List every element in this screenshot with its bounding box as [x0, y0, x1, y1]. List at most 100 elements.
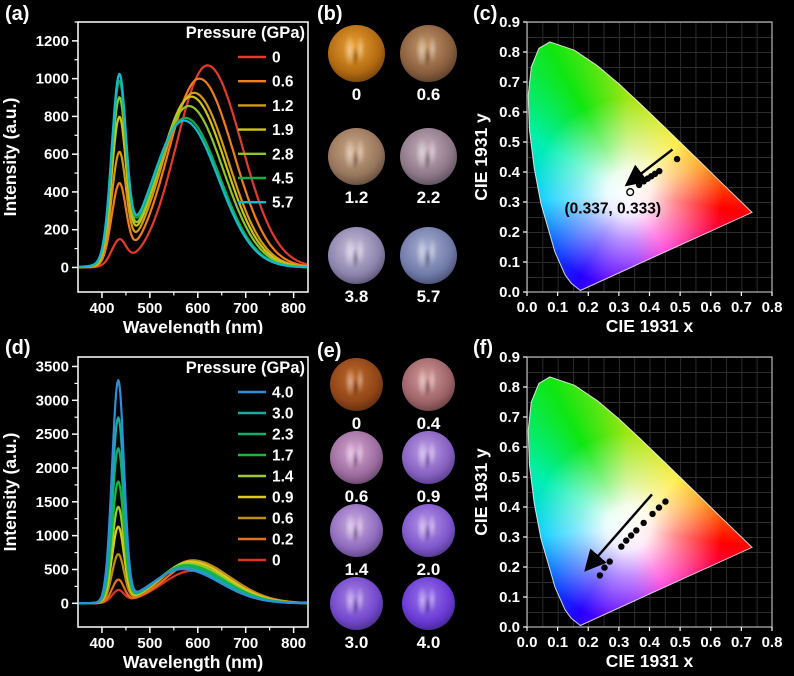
y-tick-label: 0.3	[499, 194, 520, 211]
series-curves	[78, 379, 308, 605]
legend-entry-label: 4.5	[272, 171, 294, 188]
x-tick-label: 0.4	[639, 634, 661, 651]
y-tick-label: 0.4	[499, 499, 521, 516]
data-point	[662, 498, 669, 505]
sample-photo	[328, 128, 385, 185]
y-tick-label: 0.9	[499, 14, 520, 31]
x-tick-label: 500	[137, 635, 162, 652]
y-tick-label: 0.0	[499, 619, 520, 636]
sample-photo-label: 0.9	[416, 487, 441, 506]
panel-label-e: (e)	[317, 340, 342, 362]
y-tick-label: 0.1	[499, 254, 520, 271]
spectrum-curve-1.2	[78, 91, 308, 269]
y-tick-label: 1000	[36, 528, 69, 545]
data-point	[627, 532, 635, 539]
y-axis-title: CIE 1931 y	[471, 113, 491, 201]
y-tick-label: 0.2	[499, 224, 520, 241]
y-tick-label: 1500	[36, 494, 69, 511]
sample-photo-label: 2.0	[416, 560, 441, 579]
y-tick-label: 0.5	[499, 134, 520, 151]
x-tick-label: 0.4	[639, 299, 661, 316]
y-tick-label: 0	[61, 595, 69, 612]
spectrum-curve-1.9	[78, 95, 308, 269]
sample-photo-label: 1.2	[344, 188, 369, 207]
sample-photo	[402, 431, 455, 484]
sample-photo-label: 5.7	[416, 287, 441, 306]
sample-photo-label: 3.8	[344, 287, 369, 306]
data-point	[635, 181, 643, 189]
x-tick-label: 400	[89, 635, 114, 652]
y-tick-label: 0.6	[499, 439, 520, 456]
trend-arrow	[584, 493, 653, 572]
y-tick-label: 0.7	[499, 409, 520, 426]
y-tick-label: 200	[44, 222, 69, 239]
sample-photo	[402, 504, 455, 557]
sample-photo	[330, 504, 383, 557]
x-tick-label: 0.7	[731, 299, 752, 316]
axes: 0.0 0.1 0.2 0.3 0.4 0.5 0.6 0.7 0.8 0.0 0.1 0.2 0.3 0…	[471, 349, 782, 671]
sample-photo-label: 0	[351, 85, 362, 104]
data-point	[601, 564, 608, 571]
y-tick-label: 0.0	[499, 284, 520, 301]
data-point	[618, 543, 625, 550]
y-tick-label: 0.9	[499, 349, 520, 366]
spectrum-curve-0.6	[78, 77, 308, 269]
y-tick-label: 1200	[36, 33, 69, 50]
x-tick-label: 500	[137, 300, 162, 317]
sample-photo	[402, 358, 455, 411]
legend-entry-label: 2.8	[272, 146, 294, 163]
gamut-outline	[527, 376, 753, 627]
x-tick-label: 0.3	[608, 634, 629, 651]
legend-entry-label: 0.9	[272, 490, 294, 507]
y-tick-label: 800	[44, 108, 69, 125]
panel-label-c: (c)	[473, 3, 498, 25]
data-overlay: (0.337, 0.333)	[564, 148, 681, 217]
sample-photo-label: 3.0	[344, 633, 369, 652]
y-tick-label: 3500	[36, 358, 69, 375]
x-tick-label: 600	[185, 635, 210, 652]
spectrum-curve-2.8	[78, 96, 308, 269]
plot-border	[77, 356, 309, 628]
panel-c-cie-overlay: 0.0 0.1 0.2 0.3 0.4 0.5 0.6 0.7 0.8 0.0 0.1 0.2 0.3 0…	[471, 14, 782, 334]
y-axis-title: CIE 1931 y	[471, 448, 491, 536]
data-point	[606, 558, 613, 565]
y-tick-label: 400	[44, 184, 69, 201]
axes: 0.0 0.1 0.2 0.3 0.4 0.5 0.6 0.7 0.8 0.0 0.1 0.2 0.3 0…	[471, 14, 782, 334]
panel-a-spectra-chart: 400 500 600 700 800 0 200 400 600 800 1000 1200 Wave…	[0, 21, 309, 334]
legend: Pressure (GPa) 0 0.6 1.2 1.9 2.8 4.5 5.7	[186, 24, 305, 212]
y-tick-label: 0.5	[499, 469, 520, 486]
data-point	[655, 504, 663, 511]
y-tick-label: 600	[44, 146, 69, 163]
y-tick-label: 0.3	[499, 529, 520, 546]
x-tick-label: 0.0	[517, 299, 538, 316]
gamut-outline	[527, 41, 753, 292]
y-tick-label: 0	[61, 259, 69, 276]
x-tick-label: 0.0	[517, 634, 538, 651]
x-axis-title: Wavelength (nm)	[123, 317, 263, 334]
sample-photo	[400, 25, 457, 82]
data-point	[623, 537, 630, 544]
sample-photo	[328, 25, 385, 82]
y-tick-label: 1000	[36, 71, 69, 88]
x-tick-label: 400	[89, 300, 114, 317]
sample-photo	[330, 358, 383, 411]
y-tick-label: 2500	[36, 426, 69, 443]
y-tick-label: 0.7	[499, 74, 520, 91]
sample-photo-label: 1.4	[344, 560, 369, 579]
panel-label-f: (f)	[473, 337, 493, 359]
y-tick-label: 0.8	[499, 44, 520, 61]
x-tick-label: 0.3	[608, 299, 629, 316]
plot-border	[526, 356, 773, 628]
legend-entry-label: 5.7	[272, 195, 294, 212]
y-axis-title: Intensity (a.u.)	[0, 433, 20, 552]
legend-entry-label: 1.4	[272, 469, 294, 486]
open-data-point	[626, 188, 635, 197]
data-point	[640, 178, 647, 185]
x-tick-label: 0.1	[547, 299, 568, 316]
x-tick-label: 0.7	[731, 634, 752, 651]
panel-f-cie-overlay: 0.0 0.1 0.2 0.3 0.4 0.5 0.6 0.7 0.8 0.0 0.1 0.2 0.3 0…	[471, 349, 782, 671]
x-tick-label: 700	[233, 300, 258, 317]
trend-arrow	[624, 148, 674, 187]
sample-photo-label: 2.2	[416, 188, 441, 207]
